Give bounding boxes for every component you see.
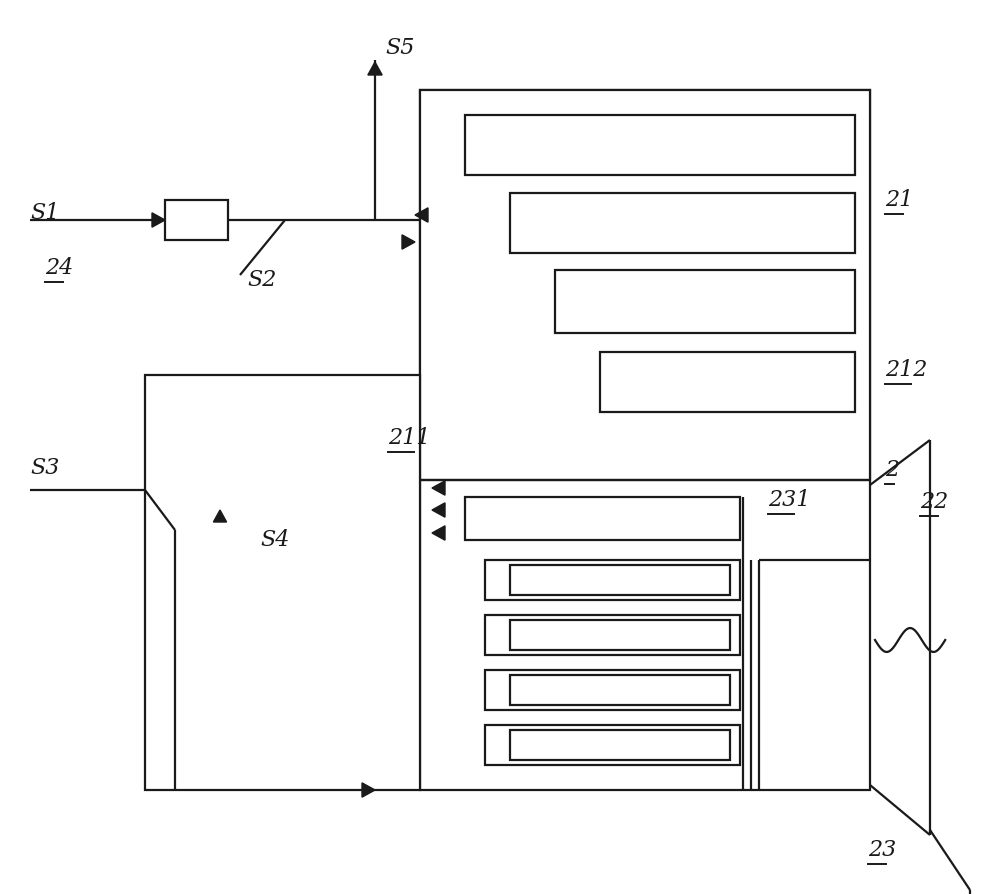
Bar: [510, 675, 730, 705]
Polygon shape: [368, 62, 382, 75]
Bar: [145, 375, 420, 790]
Polygon shape: [432, 502, 445, 517]
Text: S5: S5: [385, 37, 414, 59]
Text: 211: 211: [388, 427, 430, 449]
Text: S4: S4: [260, 529, 289, 551]
Bar: [485, 725, 740, 765]
Text: 23: 23: [868, 839, 896, 861]
Text: 21: 21: [885, 189, 913, 211]
Text: S2: S2: [247, 269, 276, 291]
Bar: [165, 200, 228, 240]
Text: S1: S1: [30, 202, 59, 224]
Bar: [465, 115, 855, 175]
Bar: [510, 730, 730, 760]
Polygon shape: [402, 235, 415, 249]
Bar: [510, 620, 730, 650]
Bar: [555, 270, 855, 333]
Polygon shape: [362, 783, 375, 797]
Bar: [485, 560, 740, 600]
Text: 24: 24: [45, 257, 73, 279]
Bar: [600, 352, 855, 412]
Text: 212: 212: [885, 359, 927, 381]
Bar: [485, 615, 740, 655]
Bar: [510, 565, 730, 595]
Text: 22: 22: [920, 491, 948, 513]
Polygon shape: [152, 213, 165, 227]
Polygon shape: [415, 207, 428, 222]
Bar: [485, 670, 740, 710]
Polygon shape: [432, 526, 445, 540]
Text: 2: 2: [885, 459, 899, 481]
Bar: [420, 90, 870, 790]
Polygon shape: [213, 510, 227, 522]
Bar: [465, 497, 740, 540]
Bar: [420, 90, 870, 480]
Bar: [510, 193, 855, 253]
Text: 231: 231: [768, 489, 810, 511]
Text: S3: S3: [30, 457, 59, 479]
Polygon shape: [432, 481, 445, 495]
